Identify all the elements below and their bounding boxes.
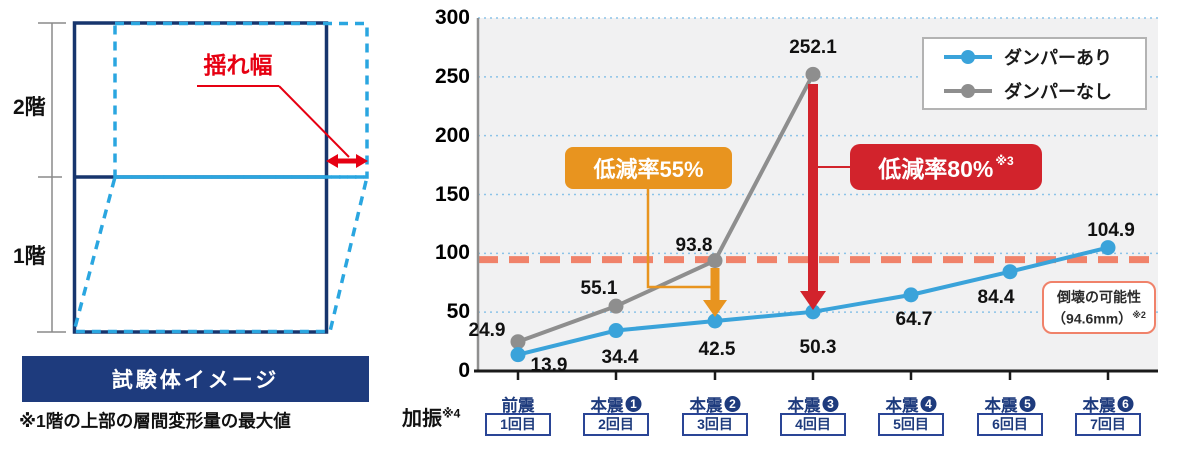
- deformed-frame-2f: [113, 21, 369, 179]
- circled-number-icon: 3: [822, 396, 839, 412]
- category-run-box-6: 7回目: [1075, 413, 1141, 436]
- legend-label-without-damper: ダンパーなし: [1004, 81, 1112, 102]
- data-point-s0-0: [510, 347, 526, 363]
- sway-callout-leader: [278, 85, 350, 158]
- reduction-80-arrow-head: [800, 291, 826, 310]
- circled-number-icon: 2: [724, 396, 741, 412]
- data-point-s0-5: [1002, 264, 1018, 280]
- specimen-caption-banner: 試験体イメージ: [22, 356, 369, 402]
- data-point-s1-3: [805, 66, 821, 82]
- legend-swatch-without-damper-icon: [944, 83, 992, 98]
- value-label-s1-0: 24.9: [468, 319, 506, 341]
- y-tick-label-0: 0: [458, 359, 470, 382]
- circled-number-icon: 6: [1117, 396, 1134, 412]
- floor1-label: 1階: [13, 245, 46, 268]
- value-label-s1-3: 252.1: [789, 37, 837, 59]
- legend-label-with-damper: ダンパーあり: [1004, 47, 1112, 68]
- data-point-s1-1: [608, 298, 624, 314]
- value-label-s0-1: 34.4: [601, 346, 639, 368]
- deformation-chart-panel: 0 50 100 150 200 250 300 13.9 34.4 42.5 50.3 64.7 84…: [400, 0, 1180, 464]
- collapse-threshold-box: 倒壊の可能性 （94.6mm）※2: [1042, 281, 1156, 334]
- circled-number-icon: 5: [1019, 396, 1036, 412]
- x-axis-title: 加振※4: [402, 406, 461, 430]
- circled-number-icon: 4: [920, 396, 937, 412]
- diagram-footnote: ※1階の上部の層間変形量の最大値: [19, 411, 291, 431]
- category-label-3: 本震 3: [788, 392, 839, 416]
- note-3-marker: ※3: [995, 154, 1014, 168]
- legend-swatch-with-damper-icon: [944, 49, 992, 64]
- category-label-4: 本震 4: [886, 392, 937, 416]
- data-point-s0-2: [707, 313, 723, 329]
- legend-item-with-damper: ダンパーあり: [944, 44, 1145, 70]
- reduction-55-arrow-head: [703, 300, 727, 317]
- y-tick-label-100: 100: [434, 241, 470, 265]
- category-label-0: 前震: [501, 397, 535, 415]
- category-run-box-4: 5回目: [878, 413, 944, 436]
- value-label-s1-1: 55.1: [580, 278, 618, 300]
- value-label-s0-2: 42.5: [698, 338, 736, 360]
- category-label-6: 本震 6: [1083, 392, 1134, 416]
- value-label-s0-4: 64.7: [895, 308, 933, 330]
- chart-legend: ダンパーあり ダンパーなし: [922, 37, 1147, 110]
- series-line-1: [517, 73, 815, 344]
- sway-width-label: 揺れ幅: [203, 52, 273, 78]
- collapse-threshold-line2: （94.6mm）※2: [1052, 309, 1146, 327]
- data-point-s0-4: [903, 287, 919, 303]
- legend-item-without-damper: ダンパーなし: [944, 78, 1145, 104]
- value-label-s0-6: 104.9: [1087, 219, 1135, 241]
- deformed-frame-1f: [71, 175, 370, 334]
- y-tick-label-150: 150: [434, 182, 470, 206]
- circled-number-icon: 1: [625, 396, 642, 412]
- note-2-marker: ※2: [1132, 309, 1146, 320]
- specimen-caption-text: 試験体イメージ: [111, 369, 280, 392]
- value-label-s1-2: 93.8: [675, 234, 713, 256]
- category-run-box-5: 6回目: [977, 413, 1043, 436]
- category-label-2: 本震 2: [690, 392, 741, 416]
- value-label-s0-5: 84.4: [977, 286, 1015, 308]
- y-tick-label-300: 300: [434, 6, 470, 29]
- y-tick-label-250: 250: [434, 64, 470, 88]
- category-label-5: 本震 5: [985, 392, 1036, 416]
- data-point-s1-0: [510, 334, 526, 350]
- floor2-label: 2階: [13, 96, 46, 119]
- category-run-box-2: 3回目: [682, 413, 748, 436]
- collapse-threshold-line1: 倒壊の可能性: [1057, 288, 1141, 305]
- sway-arrow-head-right: [356, 154, 368, 168]
- sway-arrow-head-left: [326, 154, 338, 168]
- category-run-box-3: 4回目: [780, 413, 846, 436]
- specimen-diagram: [37, 21, 370, 334]
- value-label-s0-0: 13.9: [530, 354, 568, 376]
- data-point-s0-6: [1100, 240, 1116, 256]
- category-run-box-0: 1回目: [485, 413, 551, 436]
- data-point-s0-1: [608, 323, 624, 339]
- reduction-55-badge: 低減率55%: [565, 147, 732, 189]
- value-label-s0-3: 50.3: [799, 336, 837, 358]
- category-label-1: 本震 1: [591, 392, 642, 416]
- data-point-s0-3: [805, 304, 821, 320]
- data-point-s1-2: [707, 253, 723, 269]
- y-tick-label-200: 200: [434, 123, 470, 147]
- category-run-box-1: 2回目: [583, 413, 649, 436]
- note-4-marker: ※4: [442, 406, 461, 421]
- specimen-diagram-panel: 2階 1階 揺れ幅 試験体イメージ ※1階の上部の層間変形量の最大値: [0, 0, 400, 464]
- y-tick-label-50: 50: [446, 300, 470, 324]
- reduction-55-connector: [646, 189, 713, 289]
- reduction-80-badge: 低減率80% ※3: [850, 144, 1042, 190]
